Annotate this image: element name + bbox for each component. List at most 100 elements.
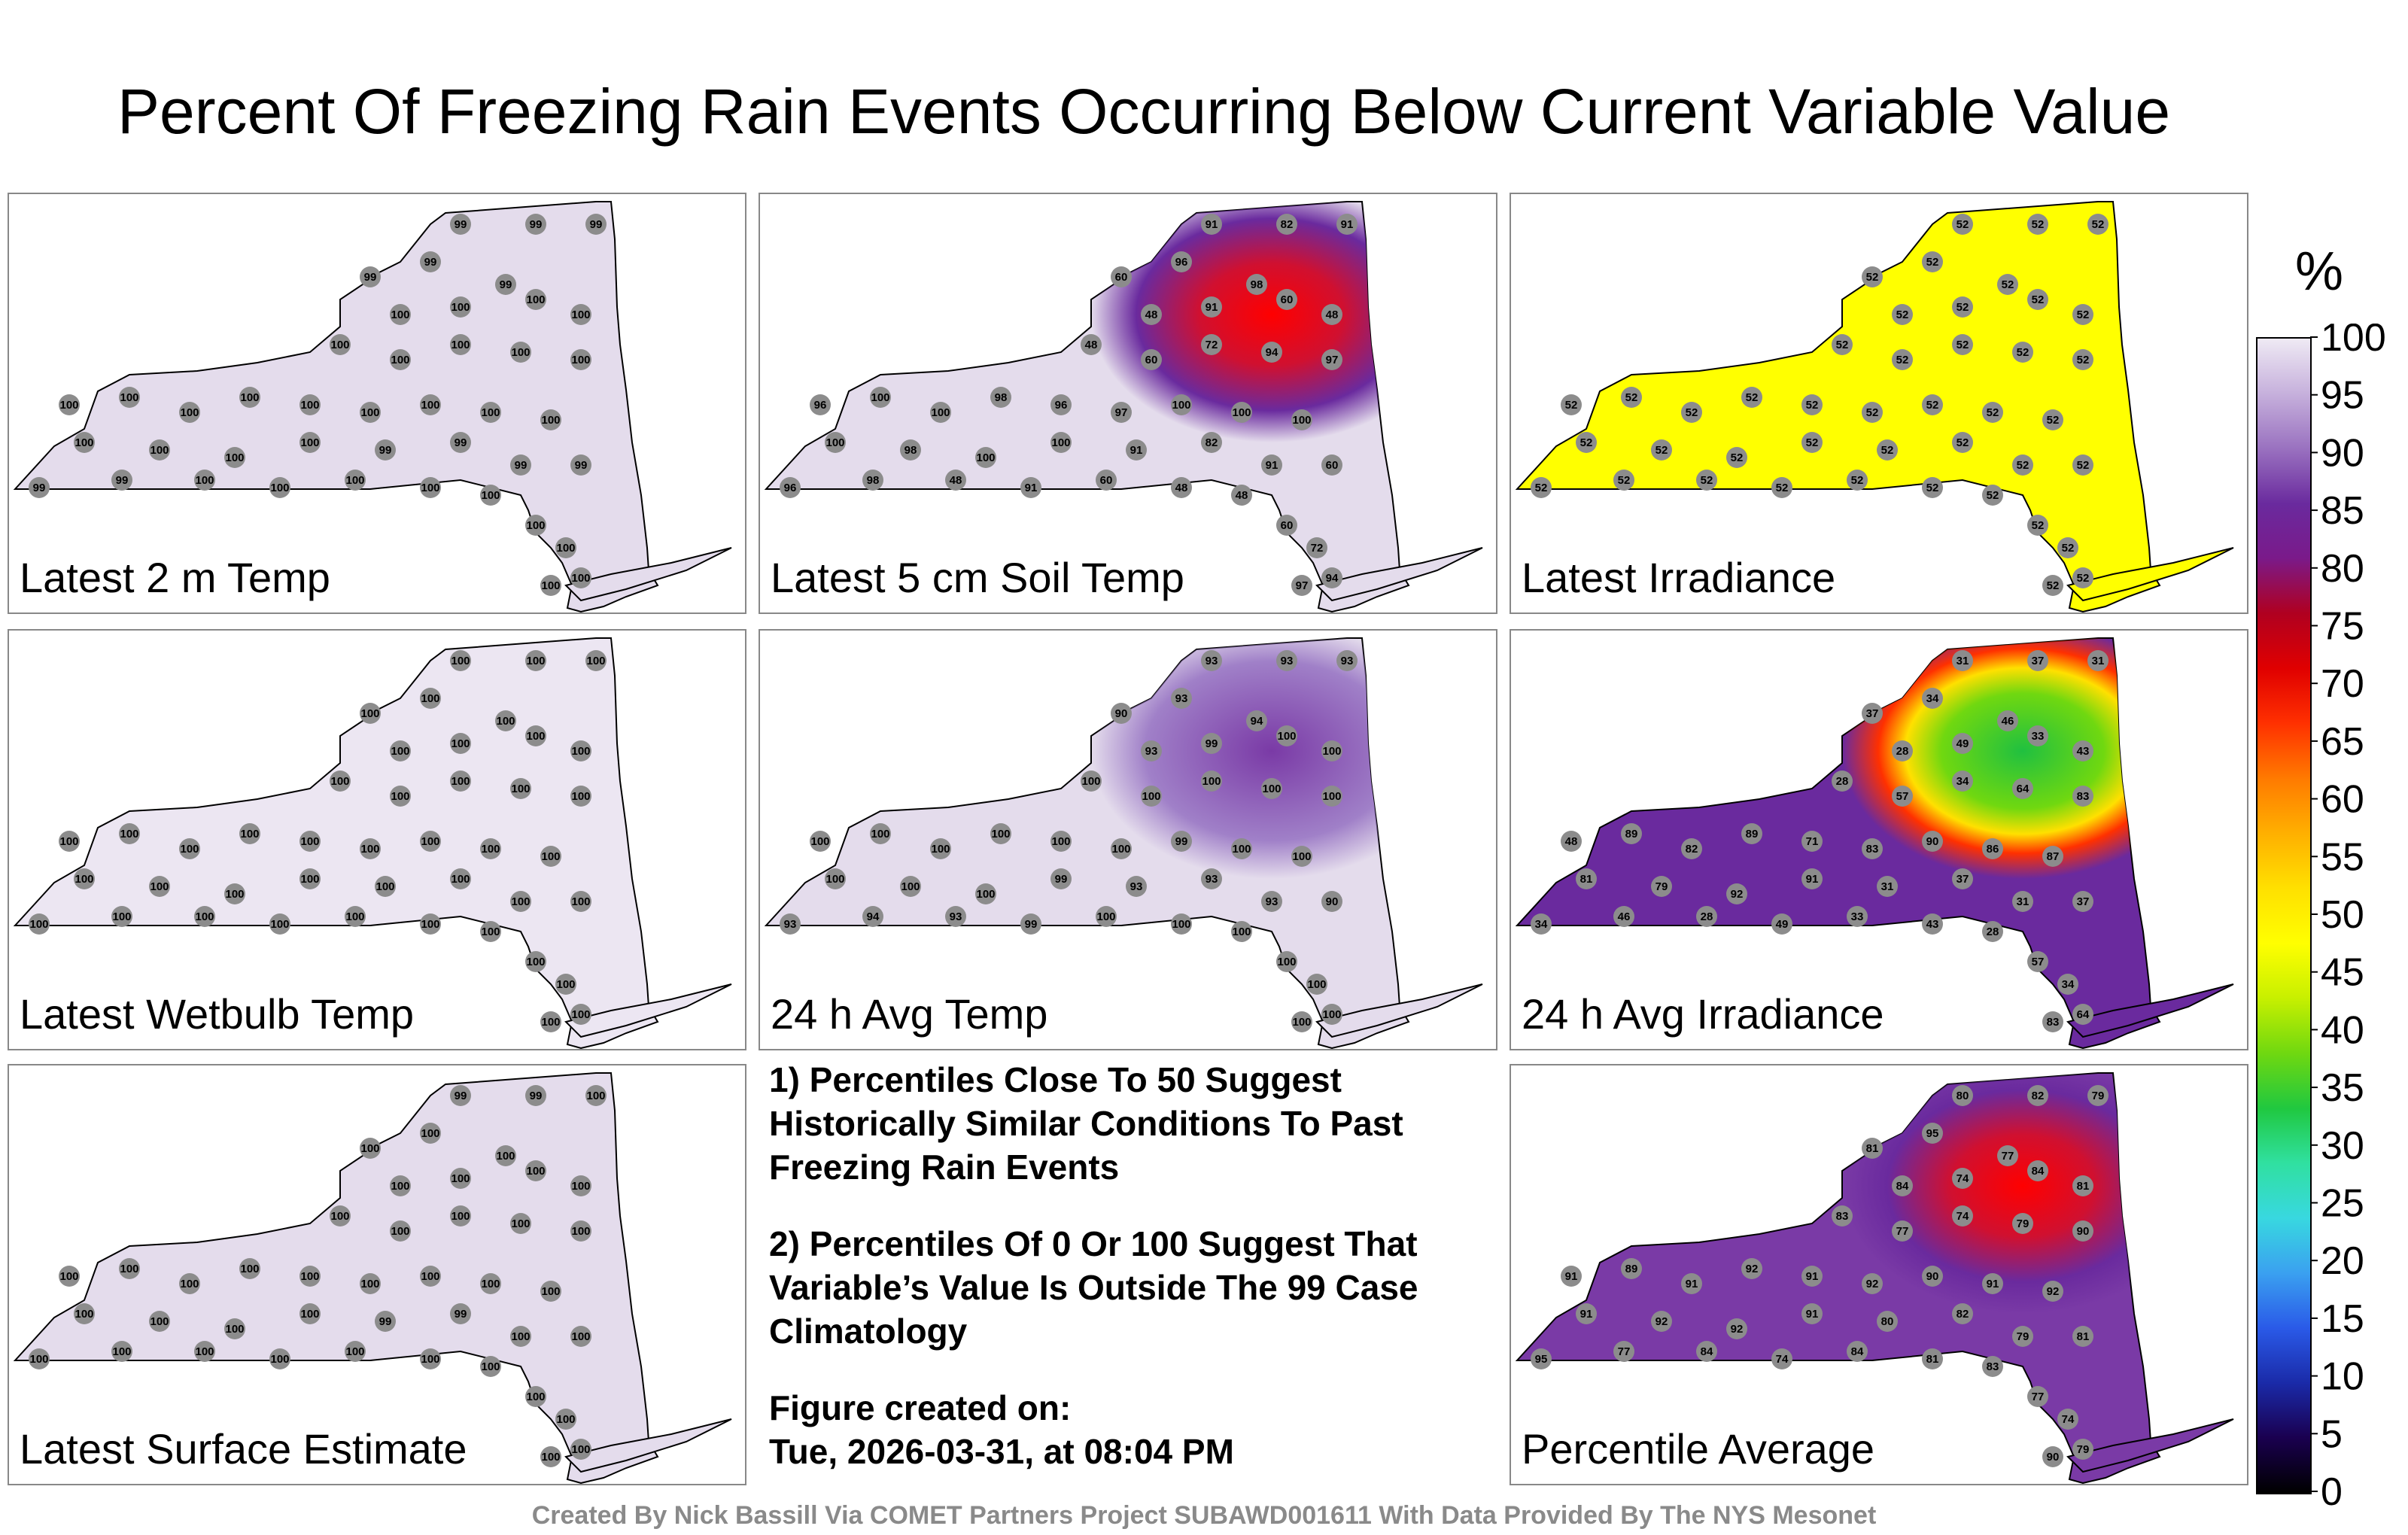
station-value: 28: [1836, 775, 1849, 788]
station-value: 100: [240, 828, 259, 840]
station-marker: 94: [1261, 342, 1282, 363]
station-marker: 34: [1952, 771, 1973, 792]
station-marker: 100: [1050, 432, 1072, 453]
station-marker: 99: [525, 1085, 546, 1106]
station-value: 52: [1776, 482, 1789, 494]
station-marker: 81: [2072, 1175, 2093, 1196]
colorbar-tick-label: 15: [2321, 1297, 2364, 1341]
station-value: 46: [2002, 715, 2014, 728]
station-marker: 100: [510, 1326, 531, 1347]
station-value: 100: [1292, 1016, 1311, 1029]
station-value: 99: [590, 218, 603, 231]
colorbar-tick-label: 25: [2321, 1182, 2364, 1226]
station-marker: 100: [450, 296, 471, 318]
station-value: 91: [1025, 482, 1038, 494]
station-value: 100: [451, 301, 470, 314]
station-value: 52: [2032, 519, 2045, 532]
station-marker: 100: [480, 485, 501, 506]
station-marker: 100: [540, 575, 561, 596]
station-marker: 100: [149, 439, 170, 460]
station-marker: 52: [2027, 515, 2048, 536]
station-marker: 77: [1613, 1341, 1634, 1362]
station-marker: 99: [450, 214, 471, 235]
station-marker: 95: [1922, 1123, 1943, 1144]
station-value: 100: [300, 436, 319, 449]
station-value: 46: [1618, 910, 1631, 923]
station-marker: 100: [525, 1160, 546, 1181]
station-value: 100: [481, 926, 500, 938]
station-marker: 100: [360, 1273, 381, 1294]
station-value: 93: [784, 918, 797, 931]
panel-label: 24 h Avg Irradiance: [1522, 990, 1884, 1038]
station-marker: 100: [1231, 402, 1252, 423]
station-marker: 84: [1847, 1341, 1868, 1362]
station-marker: 100: [59, 1266, 80, 1287]
station-value: 31: [1956, 655, 1969, 667]
station-marker: 33: [2027, 725, 2048, 746]
station-value: 82: [1686, 843, 1698, 856]
station-marker: 81: [1862, 1138, 1883, 1159]
station-value: 99: [455, 218, 467, 231]
station-value: 86: [1987, 843, 1999, 856]
station-value: 60: [1100, 474, 1113, 487]
station-value: 93: [1206, 873, 1218, 886]
station-value: 98: [867, 474, 880, 487]
station-value: 37: [1866, 707, 1879, 720]
station-value: 94: [1266, 346, 1278, 359]
station-value: 100: [270, 1353, 289, 1366]
station-value: 100: [112, 910, 131, 923]
station-marker: 100: [570, 1175, 591, 1196]
station-marker: 99: [111, 470, 132, 491]
station-marker: 99: [495, 274, 516, 295]
station-value: 95: [1926, 1127, 1939, 1140]
station-value: 83: [1866, 843, 1879, 856]
colorbar-tick-label: 65: [2321, 720, 2364, 764]
station-marker: 60: [1321, 454, 1342, 476]
station-marker: 100: [360, 1138, 381, 1159]
station-marker: 100: [450, 650, 471, 671]
station-value: 100: [496, 715, 515, 728]
station-marker: 48: [1231, 485, 1252, 506]
station-value: 52: [1926, 256, 1939, 269]
station-marker: 64: [2012, 778, 2033, 799]
station-value: 100: [556, 978, 575, 991]
station-marker: 100: [345, 470, 366, 491]
station-marker: 100: [1081, 771, 1102, 792]
station-marker: 100: [420, 913, 441, 935]
station-marker: 100: [1321, 740, 1342, 761]
station-marker: 100: [360, 402, 381, 423]
station-value: 57: [2032, 956, 2045, 968]
station-value: 99: [530, 1090, 543, 1102]
station-value: 91: [1806, 1308, 1819, 1321]
station-marker: 100: [420, 1266, 441, 1287]
station-value: 52: [2017, 346, 2029, 359]
station-value: 100: [1172, 918, 1190, 931]
station-marker: 100: [555, 1409, 576, 1430]
station-value: 52: [1565, 399, 1578, 412]
station-marker: 100: [450, 771, 471, 792]
station-marker: 52: [2072, 454, 2093, 476]
colorbar-tick-label: 10: [2321, 1355, 2364, 1399]
station-value: 52: [1926, 399, 1939, 412]
station-marker: 52: [2042, 409, 2063, 430]
station-value: 100: [1232, 843, 1251, 856]
station-marker: 83: [1862, 838, 1883, 859]
station-marker: 100: [111, 1341, 132, 1362]
long-island-outline: [2066, 983, 2234, 1038]
station-value: 100: [375, 880, 394, 893]
station-marker: 100: [1291, 846, 1312, 867]
station-marker: 100: [29, 1348, 50, 1369]
station-value: 100: [360, 1278, 379, 1290]
station-marker: 79: [2072, 1439, 2093, 1460]
station-value: 100: [451, 775, 470, 788]
station-value: 83: [2077, 790, 2090, 803]
station-value: 100: [360, 707, 379, 720]
colorbar-ticks: 1009590858075706560555045403530252015105…: [2310, 324, 2386, 1512]
station-value: 52: [1686, 406, 1698, 419]
station-marker: 57: [1892, 786, 1913, 807]
station-marker: 72: [1306, 537, 1327, 558]
station-marker: 100: [570, 304, 591, 325]
station-marker: 83: [2042, 1011, 2063, 1032]
station-value: 81: [1580, 873, 1593, 886]
station-value: 100: [1322, 1008, 1341, 1021]
